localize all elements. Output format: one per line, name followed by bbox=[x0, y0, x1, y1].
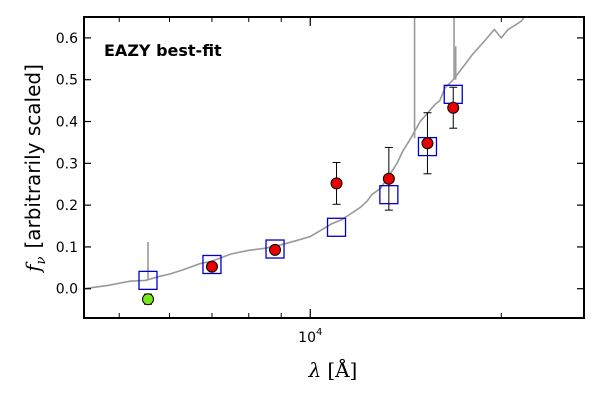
axis-ticks: 0.0 0.1 0.2 0.3 0.4 0.5 0.6 104 bbox=[56, 17, 584, 346]
observed-photometry-point bbox=[205, 260, 218, 273]
y-tick-label: 0.3 bbox=[56, 156, 78, 172]
y-axis-text: [arbitrarily scaled] bbox=[21, 64, 45, 248]
observed-photometry-point bbox=[447, 101, 460, 114]
y-tick-label: 0.0 bbox=[56, 282, 78, 298]
y-axis-label: fν[arbitrarily scaled] bbox=[21, 64, 49, 274]
y-tick-label: 0.1 bbox=[56, 240, 78, 256]
annotation-label: EAZY best-fit bbox=[104, 41, 222, 60]
model-photometry-point bbox=[326, 217, 347, 237]
observed-photometry-point bbox=[421, 137, 434, 150]
y-tick-label: 0.6 bbox=[56, 31, 78, 47]
x-tick-label: 104 bbox=[298, 327, 322, 346]
axes-frame bbox=[83, 16, 585, 319]
y-tick-label: 0.2 bbox=[56, 198, 78, 214]
plot-content bbox=[84, 17, 526, 306]
plot-frame bbox=[83, 16, 585, 319]
y-tick-label: 0.4 bbox=[56, 115, 78, 131]
plot-area bbox=[84, 17, 526, 306]
observed-photometry-point bbox=[330, 177, 343, 190]
x-axis-unit: [Å] bbox=[327, 357, 357, 382]
low-photometry-point bbox=[141, 293, 154, 306]
observed-photometry-point bbox=[269, 243, 282, 256]
x-axis-label: λ [Å] bbox=[308, 357, 358, 382]
y-axis-subscript: ν bbox=[34, 256, 49, 264]
observed-photometry-point bbox=[382, 172, 395, 185]
model-photometry-point bbox=[202, 254, 222, 275]
x-axis-symbol: λ bbox=[308, 358, 322, 382]
model-photometry-point bbox=[265, 239, 285, 259]
y-tick-label: 0.5 bbox=[56, 73, 78, 89]
model-photometry-point bbox=[138, 270, 158, 291]
